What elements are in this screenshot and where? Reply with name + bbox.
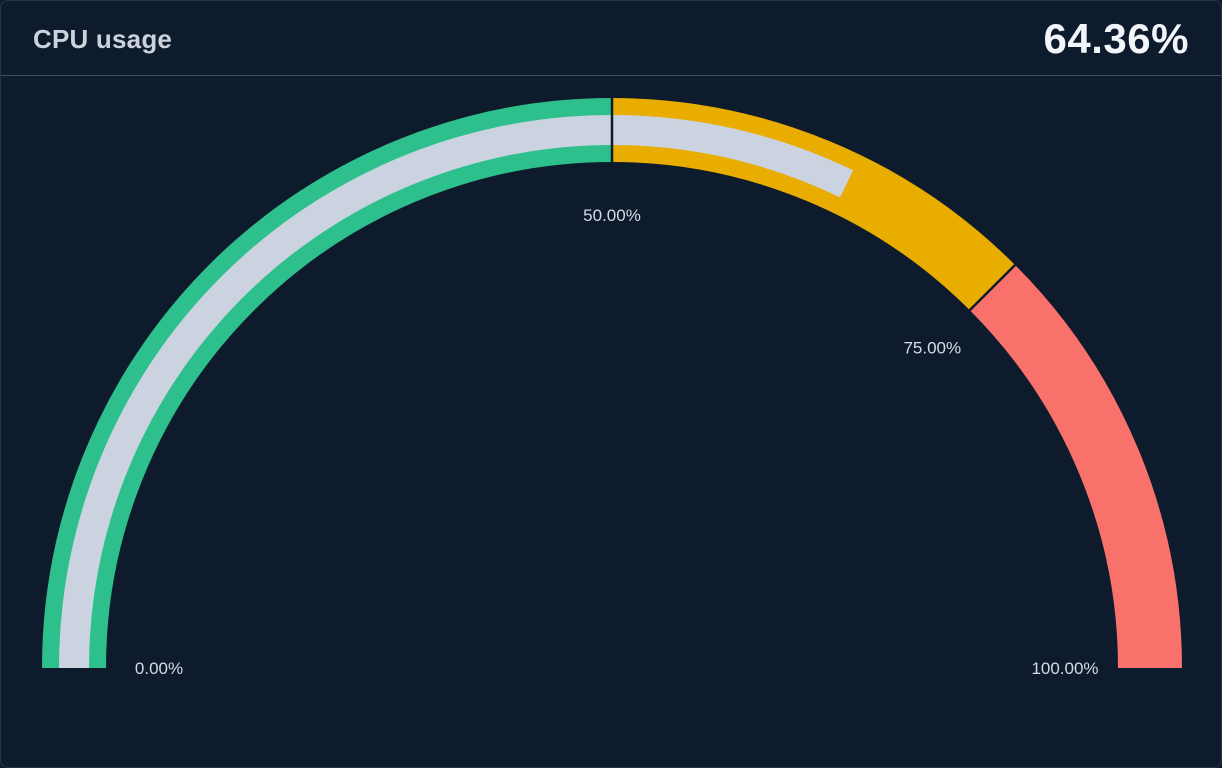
gauge-area: 0.00% 50.00% 75.00% 100.00% (1, 76, 1221, 767)
value-arc (59, 115, 854, 669)
panel-title: CPU usage (33, 23, 173, 54)
threshold-separator (968, 263, 1017, 312)
tick-label: 50.00% (583, 206, 641, 225)
tick-label: 75.00% (903, 339, 961, 358)
tick-label: 100.00% (1031, 659, 1098, 678)
threshold-arc (969, 264, 1182, 669)
gauge-svg: 0.00% 50.00% 75.00% 100.00% (42, 97, 1182, 678)
panel-header: CPU usage 64.36% (1, 1, 1221, 76)
gauge-value-readout: 64.36% (1043, 15, 1189, 62)
tick-label: 0.00% (135, 659, 183, 678)
